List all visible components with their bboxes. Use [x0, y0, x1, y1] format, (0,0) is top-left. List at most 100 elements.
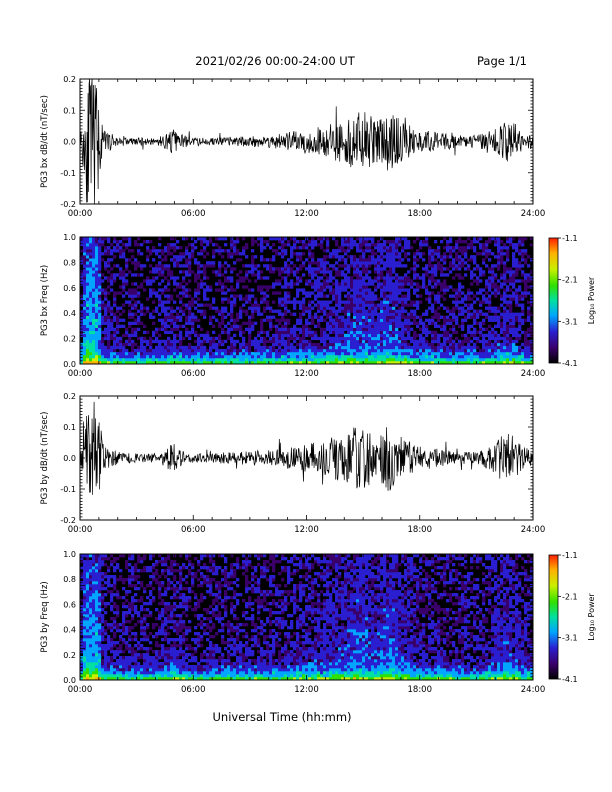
spectrogram-cell — [527, 354, 531, 359]
spectrogram-cell — [485, 339, 489, 344]
spectrogram-cell — [509, 327, 513, 332]
spectrogram-cell — [323, 345, 327, 350]
spectrogram-cell — [461, 333, 465, 338]
spectrogram-cell — [113, 315, 117, 319]
spectrogram-cell — [413, 309, 417, 313]
spectrogram-cell — [140, 252, 144, 256]
spectrogram-cell — [86, 324, 90, 329]
spectrogram-cell — [422, 345, 426, 350]
spectrogram-cell — [257, 348, 261, 353]
spectrogram-cell — [89, 339, 93, 344]
spectrogram-cell — [431, 354, 435, 359]
spectrogram-cell — [284, 351, 288, 356]
spectrogram-cell — [482, 249, 486, 253]
spectrogram-cell — [254, 267, 258, 271]
spectrogram-cell — [362, 288, 366, 292]
spectrogram-cell — [413, 267, 417, 271]
spectrogram-cell — [497, 261, 501, 265]
spectrogram-cell — [395, 291, 399, 295]
spectrogram-cell — [287, 282, 291, 286]
spectrogram-cell — [269, 357, 273, 362]
spectrogram-cell — [95, 641, 99, 645]
spectrogram-cell — [461, 300, 465, 304]
spectrogram-cell — [80, 671, 84, 675]
spectrogram-cell — [122, 276, 126, 280]
spectrogram-cell — [290, 246, 294, 250]
spectrogram-cell — [197, 291, 201, 295]
spectrogram-cell — [470, 258, 474, 262]
spectrogram-cell — [158, 294, 162, 298]
spectrogram-cell — [86, 309, 90, 313]
spectrogram-cell — [182, 336, 186, 341]
spectrogram-cell — [236, 279, 240, 283]
spectrogram-cell — [128, 294, 132, 298]
spectrogram-cell — [167, 267, 171, 271]
spectrogram-cell — [305, 342, 309, 347]
spectrogram-cell — [371, 258, 375, 262]
spectrogram-cell — [134, 303, 138, 307]
spectrogram-cell — [452, 342, 456, 347]
spectrogram-cell — [503, 312, 507, 316]
spectrogram-cell — [323, 261, 327, 265]
spectrogram-cell — [359, 324, 363, 329]
spectrogram-cell — [284, 357, 288, 362]
spectrogram-cell — [257, 354, 261, 359]
spectrogram-cell — [335, 309, 339, 313]
spectrogram-cell — [341, 240, 345, 244]
spectrogram-cell — [155, 267, 159, 271]
spectrogram-cell — [521, 294, 525, 298]
spectrogram-cell — [212, 351, 216, 356]
spectrogram-cell — [80, 318, 84, 322]
spectrogram-cell — [437, 297, 441, 301]
spectrogram-cell — [512, 324, 516, 329]
spectrogram-cell — [284, 309, 288, 313]
spectrogram-cell — [509, 276, 513, 280]
spectrogram-cell — [173, 354, 177, 359]
spectrogram-cell — [455, 354, 459, 359]
spectrogram-cell — [284, 297, 288, 301]
spectrogram-cell — [302, 303, 306, 307]
spectrogram-cell — [368, 255, 372, 259]
spectrogram-cell — [161, 279, 165, 283]
spectrogram-cell — [158, 249, 162, 253]
spectrogram-cell — [464, 345, 468, 350]
spectrogram-cell — [332, 327, 336, 332]
spectrogram-cell — [350, 246, 354, 250]
spectrogram-cell — [383, 336, 387, 341]
spectrogram-cell — [506, 348, 510, 353]
spectrogram-cell — [392, 246, 396, 250]
spectrogram-cell — [368, 336, 372, 341]
spectrogram-cell — [80, 282, 84, 286]
spectrogram-cell — [425, 270, 429, 274]
spectrogram-cell — [416, 345, 420, 350]
spectrogram-cell — [242, 246, 246, 250]
spectrogram-cell — [434, 300, 438, 304]
spectrogram-cell — [293, 327, 297, 332]
spectrogram-cell — [254, 306, 258, 310]
spectrogram-cell — [494, 294, 498, 298]
spectrogram-cell — [482, 360, 486, 365]
spectrogram-cell — [368, 300, 372, 304]
spectrogram-cell — [281, 240, 285, 244]
spectrogram-cell — [437, 261, 441, 265]
spectrogram-cell — [443, 321, 447, 325]
spectrogram-cell — [170, 276, 174, 280]
spectrogram-cell — [116, 354, 120, 359]
spectrogram-cell — [275, 327, 279, 332]
spectrogram-cell — [431, 252, 435, 256]
spectrogram-cell — [458, 291, 462, 295]
spectrogram-cell — [179, 342, 183, 347]
spectrogram-cell — [113, 297, 117, 301]
spectrogram-cell — [449, 270, 453, 274]
spectrogram-cell — [98, 357, 102, 362]
spectrogram-cell — [290, 279, 294, 283]
spectrogram-cell — [122, 354, 126, 359]
spectrogram-cell — [323, 285, 327, 289]
spectrogram-cell — [473, 273, 477, 277]
spectrogram-cell — [443, 336, 447, 341]
spectrogram-cell — [98, 264, 102, 268]
spectrogram-cell — [158, 303, 162, 307]
spectrogram-cell — [311, 354, 315, 359]
spectrogram-cell — [506, 237, 510, 241]
spectrogram-cell — [452, 258, 456, 262]
